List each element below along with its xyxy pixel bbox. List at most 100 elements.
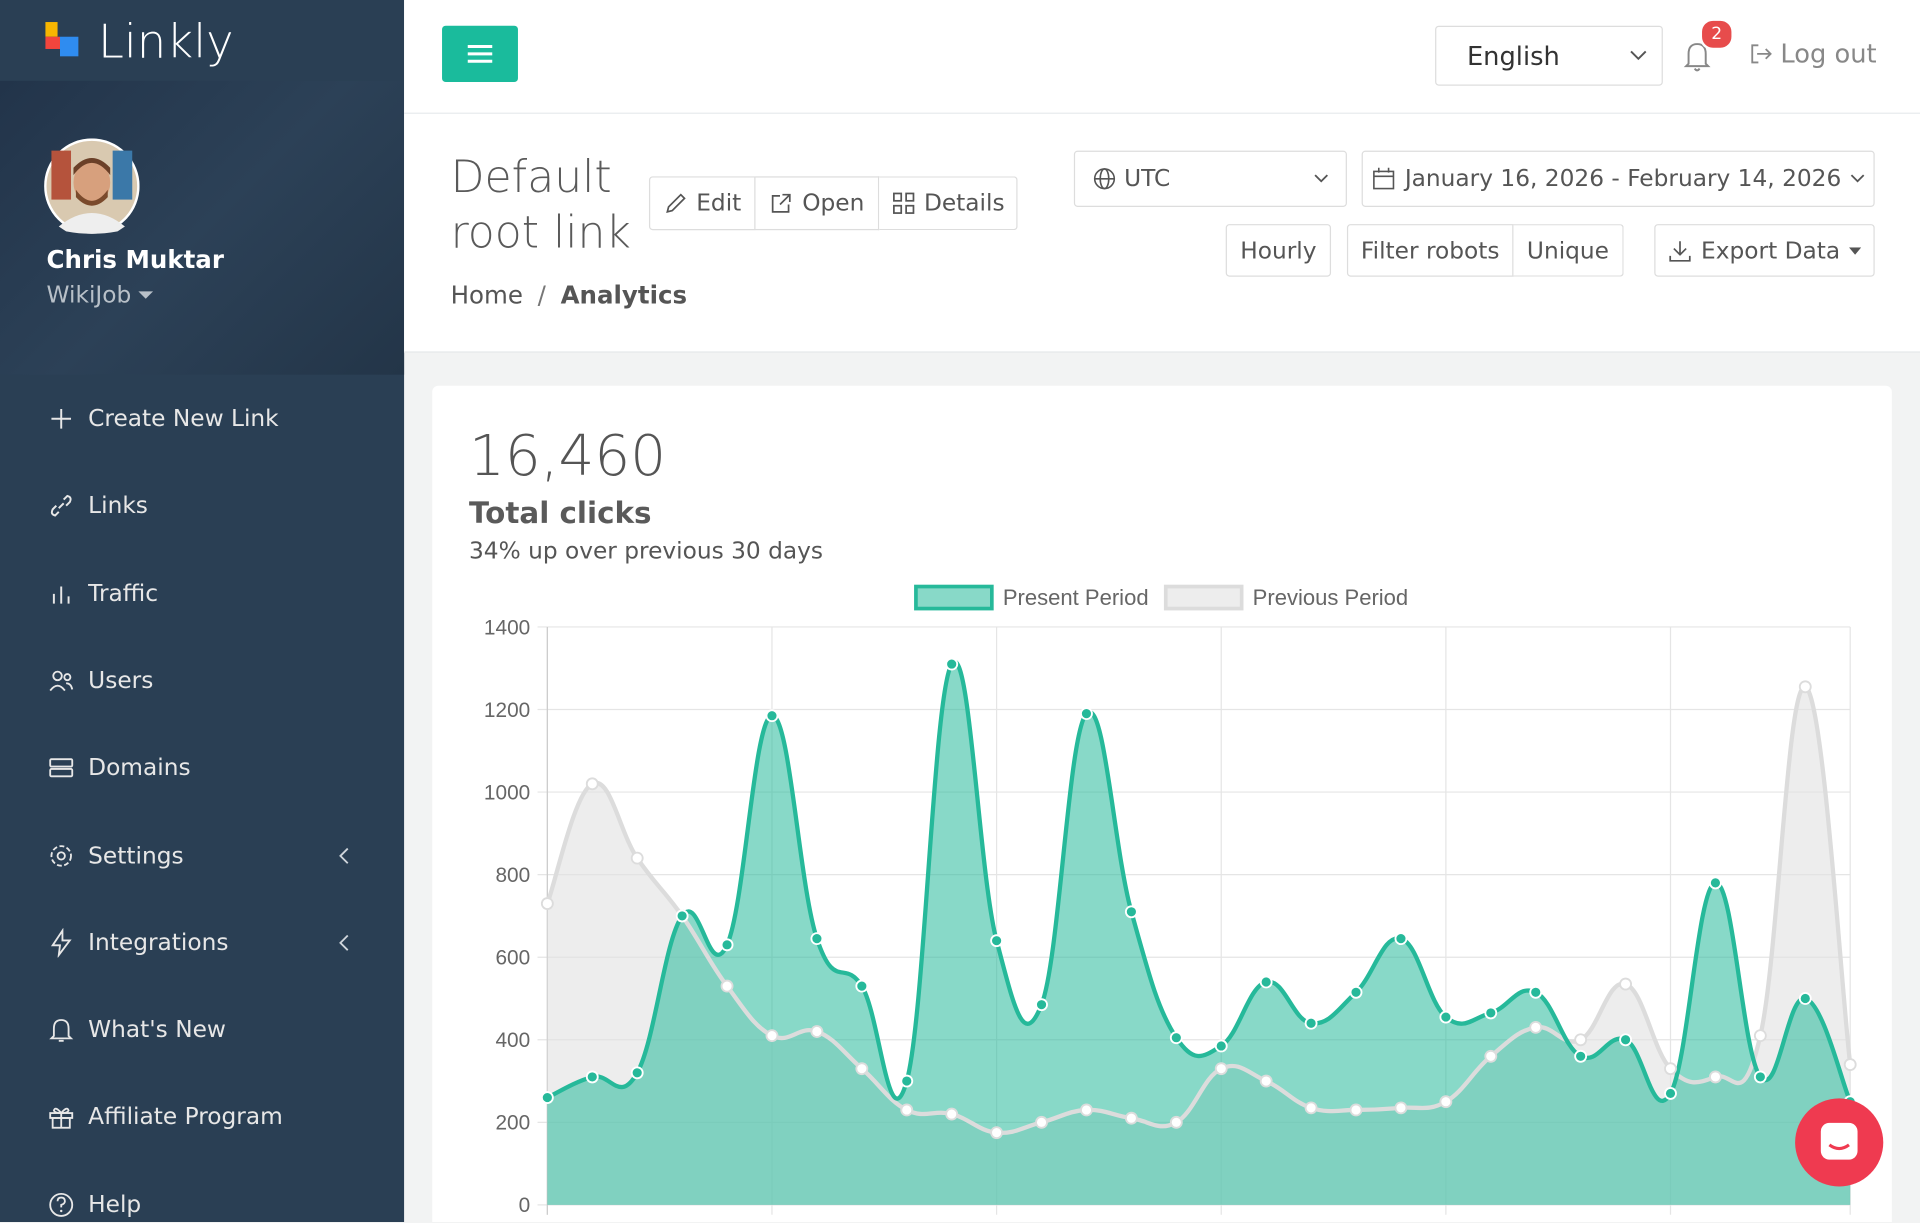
page-title: Default root link bbox=[450, 153, 631, 259]
date-range-picker[interactable]: January 16, 2026 - February 14, 2026 bbox=[1361, 150, 1875, 207]
point bbox=[1529, 1020, 1543, 1034]
point bbox=[1124, 905, 1138, 919]
point bbox=[1753, 1029, 1767, 1043]
language-select[interactable]: English bbox=[1435, 25, 1663, 86]
point bbox=[1394, 932, 1408, 946]
edit-icon bbox=[665, 193, 686, 214]
logout[interactable]: Log out bbox=[1749, 39, 1877, 69]
point bbox=[1664, 1087, 1677, 1100]
menu-item[interactable]: Links bbox=[47, 488, 148, 525]
avatar[interactable] bbox=[44, 138, 140, 234]
logo-icon bbox=[45, 22, 79, 57]
point bbox=[1798, 992, 1812, 1005]
menu-toggle[interactable] bbox=[442, 25, 518, 83]
point bbox=[1843, 1058, 1857, 1071]
bell-icon[interactable] bbox=[1682, 39, 1711, 73]
legend-swatch bbox=[914, 584, 994, 611]
point bbox=[1619, 1033, 1633, 1047]
menu-item[interactable]: Help bbox=[47, 1186, 141, 1222]
menu-item[interactable]: Settings bbox=[47, 837, 349, 874]
point bbox=[1439, 1010, 1453, 1024]
point bbox=[585, 1070, 599, 1084]
export-label: Export Data bbox=[1701, 236, 1841, 264]
robots-button[interactable]: Filter robots bbox=[1346, 224, 1514, 277]
calendar-icon bbox=[1373, 167, 1395, 190]
menu-item[interactable]: Traffic bbox=[47, 575, 159, 612]
point bbox=[1080, 707, 1093, 721]
point bbox=[1259, 975, 1273, 989]
point bbox=[1169, 1115, 1183, 1129]
menu-label: Users bbox=[88, 667, 154, 695]
menu-item[interactable]: Users bbox=[47, 662, 154, 699]
download-icon bbox=[1669, 240, 1691, 262]
edit-label: Edit bbox=[696, 189, 742, 217]
point bbox=[540, 1091, 554, 1104]
timezone-select[interactable]: UTC bbox=[1073, 150, 1347, 207]
sidebar: Linkly Chris Muktar WikiJob Create New L… bbox=[0, 0, 405, 1223]
point bbox=[1574, 1049, 1588, 1063]
expand-arrow bbox=[339, 934, 349, 951]
open-icon bbox=[771, 193, 791, 213]
point bbox=[1080, 1103, 1093, 1117]
chevron bbox=[1314, 174, 1328, 183]
details-icon bbox=[892, 192, 914, 214]
point bbox=[945, 1107, 959, 1121]
point bbox=[1753, 1070, 1767, 1084]
y-tick-label: 0 bbox=[519, 1194, 531, 1217]
breadcrumb-home[interactable]: Home bbox=[450, 280, 523, 310]
point bbox=[540, 897, 554, 910]
chat-button[interactable] bbox=[1795, 1098, 1884, 1187]
point bbox=[630, 1066, 644, 1080]
point bbox=[1035, 998, 1048, 1012]
chevron bbox=[1630, 50, 1647, 61]
point bbox=[945, 657, 959, 671]
unique-button[interactable]: Unique bbox=[1513, 224, 1624, 277]
details-label: Details bbox=[923, 189, 1005, 217]
menu-item[interactable]: Create New Link bbox=[47, 400, 279, 437]
legend-label: Previous Period bbox=[1253, 585, 1409, 610]
point bbox=[1349, 985, 1363, 999]
menu-icon bbox=[49, 1192, 74, 1217]
robots-label: Filter robots bbox=[1360, 236, 1500, 264]
y-tick-label: 400 bbox=[496, 1029, 531, 1052]
caret bbox=[138, 291, 154, 299]
brand[interactable]: Linkly bbox=[97, 14, 234, 69]
menu-item[interactable]: What's New bbox=[47, 1012, 226, 1049]
edit-button[interactable]: Edit bbox=[648, 176, 756, 231]
menu-item[interactable]: Integrations bbox=[47, 924, 349, 961]
hourly-button[interactable]: Hourly bbox=[1225, 224, 1332, 277]
menu-item[interactable]: Domains bbox=[47, 750, 191, 787]
notification-badge: 2 bbox=[1699, 18, 1734, 51]
hourly-label: Hourly bbox=[1240, 236, 1317, 264]
org-switch[interactable]: WikiJob bbox=[47, 282, 154, 309]
export-button[interactable]: Export Data bbox=[1654, 224, 1875, 277]
point bbox=[1214, 1039, 1228, 1053]
chat-icon bbox=[1820, 1122, 1858, 1160]
logout-icon bbox=[1751, 44, 1772, 64]
menu-label: Traffic bbox=[88, 579, 159, 607]
language: English bbox=[1466, 41, 1560, 71]
open-button[interactable]: Open bbox=[755, 176, 880, 231]
y-tick-label: 1200 bbox=[484, 699, 530, 722]
point bbox=[1349, 1103, 1363, 1117]
menu-icon bbox=[50, 927, 72, 958]
menu-label: Create New Link bbox=[88, 405, 279, 433]
details-button[interactable]: Details bbox=[879, 176, 1018, 231]
timezone-wrap: UTC bbox=[1092, 165, 1170, 192]
point bbox=[675, 909, 689, 923]
legend-swatch bbox=[1163, 584, 1244, 611]
menu-item[interactable]: Affiliate Program bbox=[47, 1099, 283, 1136]
globe-icon bbox=[1093, 168, 1116, 190]
y-tick-label: 600 bbox=[496, 947, 531, 970]
y-tick-label: 1000 bbox=[484, 781, 530, 804]
point bbox=[1214, 1062, 1228, 1076]
total-label: Total clicks bbox=[468, 495, 652, 531]
point bbox=[765, 1029, 779, 1043]
menu-icon bbox=[50, 844, 72, 867]
menu-icon bbox=[49, 758, 74, 778]
logout-label: Log out bbox=[1780, 39, 1877, 69]
point bbox=[1484, 1049, 1498, 1063]
legend-label: Present Period bbox=[1003, 585, 1149, 610]
